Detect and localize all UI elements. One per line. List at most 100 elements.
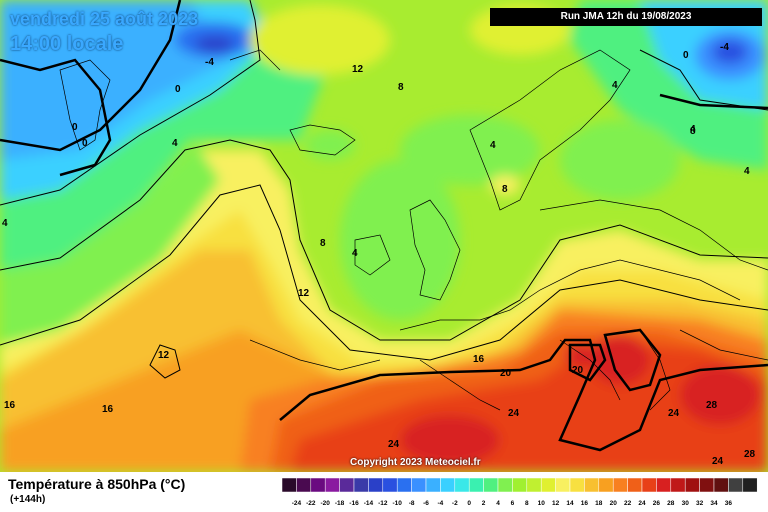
contour-label: 4 <box>612 80 618 91</box>
scale-label: -4 <box>438 500 444 507</box>
scale-label: 22 <box>624 500 632 507</box>
scale-label: 16 <box>581 500 589 507</box>
contour-label: 4 <box>352 248 358 259</box>
scale-label: -20 <box>320 500 330 507</box>
scale-label: -12 <box>378 500 388 507</box>
scale-swatch <box>713 478 729 493</box>
contour-label: 4 <box>2 218 8 229</box>
scale-swatch <box>282 478 297 493</box>
contour-label: 24 <box>668 408 680 419</box>
run-info-badge: Run JMA 12h du 19/08/2023 <box>490 8 762 26</box>
contour-label: 24 <box>712 456 724 467</box>
color-scale: -24 -22 -20 -18 -16 -14 -12 -10 -8 -6 -4 -2 0 2 4 6 8 10 1… <box>282 478 758 507</box>
scale-swatch <box>641 478 657 493</box>
scale-swatch <box>497 478 513 493</box>
scale-label: -10 <box>392 500 402 507</box>
scale-swatch <box>584 478 600 493</box>
scale-swatch <box>310 478 326 493</box>
contour-label: 0 <box>175 84 181 95</box>
scale-label: 10 <box>538 500 546 507</box>
scale-label: -22 <box>306 500 316 507</box>
contour-label: 28 <box>744 449 756 460</box>
scale-swatch <box>483 478 499 493</box>
contour-label: 0 <box>72 122 78 133</box>
contour-label: 16 <box>4 400 16 411</box>
scale-label: -16 <box>349 500 359 507</box>
scale-swatch <box>454 478 470 493</box>
scale-label: -6 <box>423 500 429 507</box>
scale-swatch <box>699 478 715 493</box>
contour-label: 12 <box>158 350 170 361</box>
scale-label: 28 <box>667 500 675 507</box>
copyright-notice: Copyright 2023 Meteociel.fr <box>350 457 481 468</box>
contour-label: 20 <box>572 365 584 376</box>
scale-swatch <box>440 478 456 493</box>
scale-label: -8 <box>409 500 415 507</box>
scale-swatch <box>598 478 614 493</box>
scale-label: 24 <box>638 500 646 507</box>
contour-label: 8 <box>502 184 508 195</box>
scale-swatch <box>353 478 369 493</box>
contour-label: 12 <box>352 64 364 75</box>
contour-label: 4 <box>172 138 178 149</box>
scale-swatch <box>627 478 643 493</box>
forecast-time: 14:00 locale <box>10 33 124 55</box>
forecast-date: vendredi 25 août 2023 <box>10 9 199 29</box>
scale-label: 12 <box>552 500 560 507</box>
scale-label: 18 <box>595 500 603 507</box>
scale-swatch <box>742 478 758 493</box>
scale-label: 20 <box>610 500 618 507</box>
scale-label: 0 <box>467 500 471 507</box>
scale-swatch <box>396 478 412 493</box>
contour-label: 24 <box>508 408 520 419</box>
contour-label: -4 <box>720 42 729 53</box>
contour-label: 0 <box>683 50 689 61</box>
scale-label: 26 <box>653 500 661 507</box>
scale-label: 32 <box>696 500 704 507</box>
contour-label: 8 <box>690 126 696 137</box>
scale-swatch <box>555 478 571 493</box>
scale-swatch <box>368 478 384 493</box>
legend-title: Température à 850hPa (°C) <box>8 476 186 492</box>
scale-swatch <box>540 478 556 493</box>
scale-swatch <box>339 478 355 493</box>
contour-label: 24 <box>388 439 400 450</box>
scale-swatch <box>670 478 686 493</box>
scale-label: 36 <box>725 500 733 507</box>
scale-swatch <box>612 478 628 493</box>
scale-label: -18 <box>335 500 345 507</box>
contour-label: 4 <box>490 140 496 151</box>
contour-label: 28 <box>706 400 718 411</box>
contour-label: 16 <box>473 354 485 365</box>
scale-swatch <box>425 478 441 493</box>
contour-label: 8 <box>398 82 404 93</box>
scale-swatch <box>728 478 744 493</box>
scale-swatch <box>468 478 484 493</box>
scale-label: -14 <box>364 500 374 507</box>
contour-label: -4 <box>205 57 214 68</box>
scale-label: 34 <box>710 500 718 507</box>
scale-label: 4 <box>496 500 500 507</box>
temperature-map: -4 0 0 0 4 4 8 12 4 4 8 8 4 0 -4 4 4 8 1… <box>0 0 768 472</box>
scale-swatch <box>526 478 542 493</box>
scale-swatch <box>656 478 672 493</box>
contour-label: 4 <box>690 124 696 135</box>
scale-label: 8 <box>525 500 529 507</box>
scale-swatch <box>569 478 585 493</box>
contour-label: 16 <box>102 404 114 415</box>
scale-swatch <box>411 478 427 493</box>
contour-label: 12 <box>298 288 310 299</box>
forecast-lead-time: (+144h) <box>10 494 46 505</box>
scale-label: 14 <box>566 500 574 507</box>
scale-swatch <box>382 478 398 493</box>
scale-label: -24 <box>292 500 302 507</box>
scale-label: -2 <box>452 500 458 507</box>
scale-swatch <box>512 478 528 493</box>
contour-label: 4 <box>744 166 750 177</box>
scale-label: 30 <box>682 500 690 507</box>
contour-label: 0 <box>82 138 88 149</box>
scale-swatch <box>296 478 312 493</box>
contour-label: 8 <box>320 238 326 249</box>
scale-swatch <box>684 478 700 493</box>
contour-label: 20 <box>500 368 512 379</box>
